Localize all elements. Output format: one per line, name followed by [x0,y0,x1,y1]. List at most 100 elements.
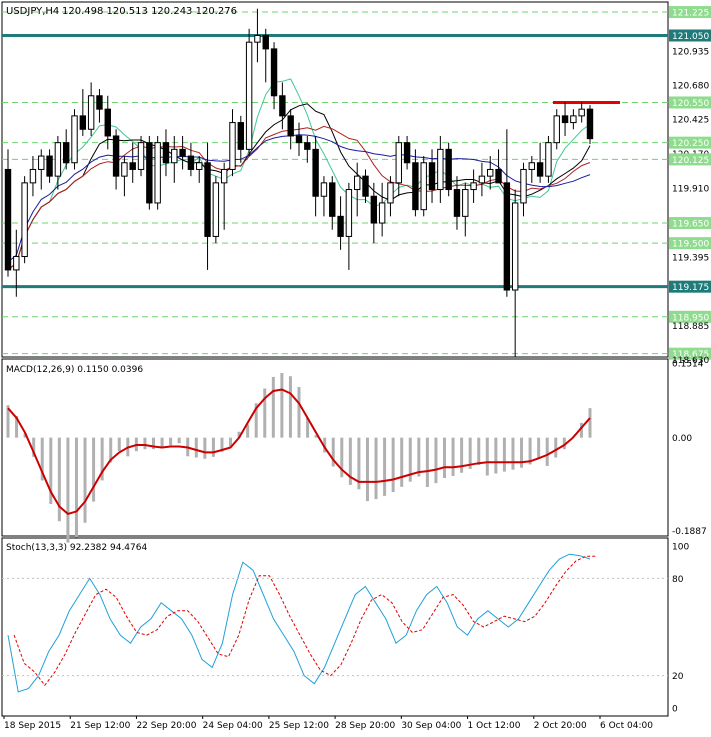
candle-body [545,142,552,177]
candle-body [503,182,511,291]
candle-body [453,189,461,217]
candle-body [312,148,319,197]
candle-body [287,115,294,137]
stoch-signal-line [13,555,597,687]
candle-body [29,168,37,184]
price-tag [669,217,711,230]
stoch-title: Stoch(13,3,3) 92.2382 94.4764 [6,543,147,553]
ohlc-readout: 120.498 120.513 120.243 120.276 [62,6,237,17]
candle-body [329,182,336,217]
candle-body [320,182,328,197]
candle-body [561,115,569,124]
candle-body [13,256,20,271]
candle-body [112,135,120,177]
price-tick-label: 120.680 [672,82,709,92]
moving-average-line [7,103,591,271]
price-tag [669,136,711,149]
price-tick-label: 120.935 [672,47,709,57]
candle-body [553,115,560,144]
time-tick-label: 6 Oct 04:00 [600,721,653,731]
candle-body [395,142,402,184]
price-tag [669,280,711,293]
time-tick-label: 22 Sep 20:00 [136,721,196,731]
candle-body [487,168,494,177]
candle-body [212,182,220,237]
panel-frame [1,1,669,358]
candle-body [337,215,344,237]
price-tag [669,29,711,42]
candle-body [87,95,95,130]
price-tag [669,153,711,166]
candle-body [295,135,303,144]
stoch-tick-label: 0 [672,705,678,715]
time-tick-label: 28 Sep 20:00 [335,721,395,731]
candle-body [154,142,161,204]
candle-body [171,148,178,164]
candle-body [204,162,211,237]
candle-body [196,162,203,170]
candle-body [270,48,278,97]
price-tick-label: 120.425 [672,116,709,126]
candle-body [511,202,519,291]
candle-body [229,122,236,170]
candle-body [378,202,386,224]
time-tick-label: 2 Oct 20:00 [534,721,587,731]
time-tick-label: 30 Sep 04:00 [401,721,461,731]
price-tick-label: 119.910 [672,185,709,195]
price-tick-label: 119.650 [672,220,709,230]
candle-body [104,108,111,137]
price-tag [669,6,711,19]
price-tick-label: 120.550 [672,99,709,109]
time-tick-label: 1 Oct 12:00 [468,721,521,731]
price-tag [669,237,711,250]
candle-body [304,142,311,150]
candle-body [520,168,527,204]
candle-body [370,195,378,224]
price-tick-label: 119.175 [672,283,709,293]
candle-body [353,175,361,191]
stoch-tick-label: 100 [672,543,689,553]
time-tick-label: 21 Sep 12:00 [70,721,130,731]
macd-signal-line [7,388,591,516]
macd-title: MACD(12,26,9) 0.1150 0.0396 [6,365,143,375]
price-tick-label: 118.885 [672,322,709,332]
candle-body [38,155,45,170]
price-tick-label: 118.675 [672,350,709,360]
candle-body [345,189,353,237]
price-tick-label: 120.125 [672,156,709,166]
time-tick-label: 25 Sep 12:00 [269,721,329,731]
candle-body [129,162,136,170]
stoch-main-line [7,553,591,693]
candle-body [237,122,245,150]
candle-body [387,182,394,204]
candle-body [445,148,452,191]
candle-body [187,155,195,170]
stoch-tick-label: 80 [672,575,684,585]
panel-frame [1,537,669,717]
candle-body [279,95,286,117]
price-tick-label: 118.950 [672,313,709,323]
stoch-tick-label: 20 [672,672,684,682]
candle-body [46,155,53,177]
candle-body [179,148,186,157]
candle-body [428,162,436,191]
price-tick-label: 118.630 [672,356,709,366]
price-tick-label: 119.395 [672,254,709,264]
candle-body [462,189,469,217]
candle-body [437,148,444,191]
macd-tick-label: 0.1514 [672,360,704,370]
candle-body [162,142,170,164]
candle-body [420,162,427,211]
candle-body [121,162,128,177]
candle-body [245,41,253,150]
panel-frame [1,358,669,537]
candle-body [71,115,78,164]
price-tick-label: 119.500 [672,240,709,250]
candle-body [586,108,594,140]
candle-body [254,34,261,43]
price-tag [669,96,711,109]
candle-body [96,95,103,110]
candle-body [403,142,411,164]
